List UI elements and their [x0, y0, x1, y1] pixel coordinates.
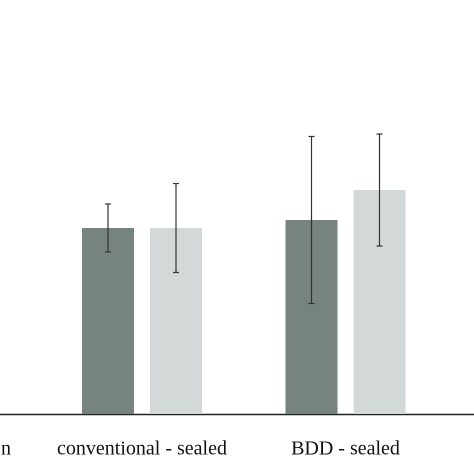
x-tick-label: n	[1, 438, 11, 460]
bar	[82, 228, 134, 414]
error-bar	[308, 135, 315, 305]
error-bar	[173, 182, 179, 274]
x-tick-label: conventional - sealed	[57, 438, 227, 460]
error-bar	[376, 133, 383, 247]
x-tick-label: BDD - sealed	[291, 438, 400, 460]
error-bar	[105, 203, 111, 253]
